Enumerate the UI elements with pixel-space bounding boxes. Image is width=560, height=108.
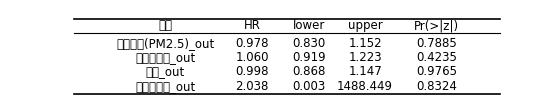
Text: 0.998: 0.998 [236, 65, 269, 78]
Text: 0.919: 0.919 [292, 51, 325, 64]
Text: 0.7885: 0.7885 [416, 37, 457, 50]
Text: 오존_out: 오존_out [146, 65, 185, 78]
Text: 1.147: 1.147 [348, 65, 382, 78]
Text: 0.003: 0.003 [292, 80, 325, 93]
Text: 일산화탄소_out: 일산화탄소_out [136, 80, 195, 93]
Text: 1.152: 1.152 [348, 37, 382, 50]
Text: 질소산화물_out: 질소산화물_out [136, 51, 195, 64]
Text: 0.830: 0.830 [292, 37, 325, 50]
Text: 구분: 구분 [158, 19, 172, 32]
Text: 1488.449: 1488.449 [337, 80, 393, 93]
Text: 미세먼지(PM2.5)_out: 미세먼지(PM2.5)_out [116, 37, 214, 50]
Text: 0.868: 0.868 [292, 65, 325, 78]
Text: 1.223: 1.223 [348, 51, 382, 64]
Text: HR: HR [244, 19, 261, 32]
Text: 2.038: 2.038 [236, 80, 269, 93]
Text: 0.9765: 0.9765 [416, 65, 457, 78]
Text: upper: upper [348, 19, 382, 32]
Text: Pr(>|z|): Pr(>|z|) [414, 19, 459, 32]
Text: 0.8324: 0.8324 [416, 80, 457, 93]
Text: lower: lower [292, 19, 325, 32]
Text: 1.060: 1.060 [236, 51, 269, 64]
Text: 0.4235: 0.4235 [416, 51, 457, 64]
Text: 0.978: 0.978 [236, 37, 269, 50]
